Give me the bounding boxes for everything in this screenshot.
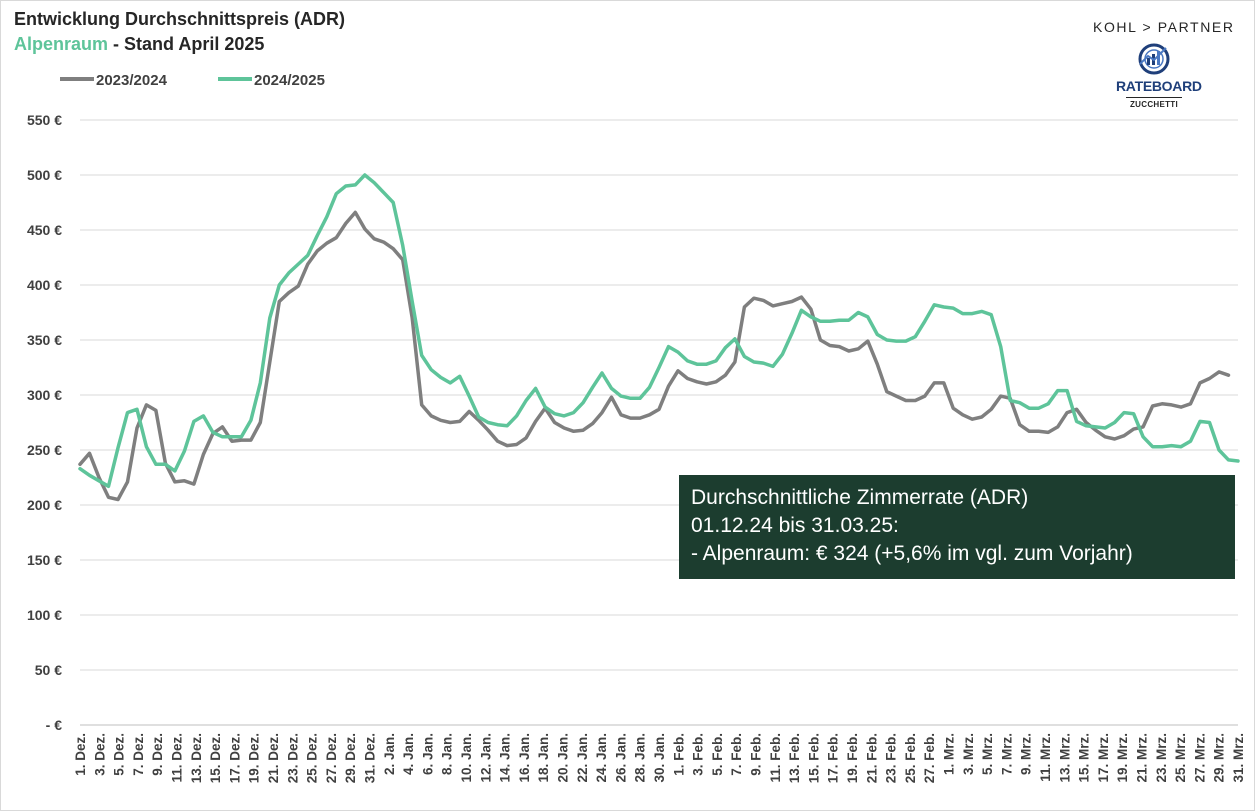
legend-item-2024: 2024/2025 <box>218 72 325 89</box>
x-tick-label: 15. Mrz. <box>1077 733 1092 783</box>
y-tick-label: 550 € <box>27 112 62 128</box>
x-tick-label: 2. Jan. <box>382 733 397 775</box>
x-tick-label: 29. Mrz. <box>1212 733 1227 783</box>
y-tick-label: - € <box>46 717 63 733</box>
x-tick-label: 1. Mrz. <box>942 733 957 775</box>
x-tick-label: 25. Mrz. <box>1173 733 1188 783</box>
x-tick-label: 4. Jan. <box>401 733 416 775</box>
annotation-line-2: 01.12.24 bis 31.03.25: <box>691 514 899 537</box>
x-tick-label: 19. Mrz. <box>1115 733 1130 783</box>
y-tick-label: 50 € <box>35 662 62 678</box>
x-tick-label: 3. Dez. <box>92 733 107 776</box>
legend-item-2023: 2023/2024 <box>60 72 167 89</box>
x-tick-label: 25. Feb. <box>903 733 918 783</box>
y-tick-label: 300 € <box>27 387 62 403</box>
x-tick-label: 27. Mrz. <box>1192 733 1207 783</box>
x-tick-label: 3. Feb. <box>691 733 706 776</box>
x-tick-label: 14. Jan. <box>498 733 513 783</box>
x-tick-label: 11. Feb. <box>768 733 783 783</box>
chart-title: Entwicklung Durchschnittspreis (ADR) <box>14 9 346 29</box>
x-tick-label: 23. Dez. <box>285 733 300 783</box>
x-tick-label: 27. Dez. <box>324 733 339 783</box>
x-tick-label: 19. Dez. <box>247 733 262 783</box>
x-tick-label: 10. Jan. <box>459 733 474 783</box>
x-tick-label: 27. Feb. <box>922 733 937 783</box>
x-tick-label: 7. Dez. <box>131 733 146 776</box>
x-tick-label: 28. Jan. <box>633 733 648 783</box>
x-tick-label: 29. Dez. <box>343 733 358 783</box>
y-tick-label: 500 € <box>27 167 62 183</box>
x-tick-label: 15. Feb. <box>806 733 821 783</box>
series-line-2024-2025 <box>78 173 1240 489</box>
y-tick-label: 450 € <box>27 222 62 238</box>
x-tick-label: 21. Feb. <box>864 733 879 783</box>
annotation-line-1: Durchschnittliche Zimmerrate (ADR) <box>691 486 1029 509</box>
legend-swatch-2023 <box>60 77 94 82</box>
x-tick-label: 15. Dez. <box>208 733 223 783</box>
y-tick-label: 150 € <box>27 552 62 568</box>
x-tick-label: 11. Mrz. <box>1038 733 1053 782</box>
x-tick-label: 18. Jan. <box>536 733 551 783</box>
x-tick-label: 23. Mrz. <box>1154 733 1169 783</box>
x-tick-label: 19. Feb. <box>845 733 860 783</box>
x-tick-label: 5. Dez. <box>112 733 127 776</box>
y-tick-label: 200 € <box>27 497 62 513</box>
x-tick-label: 11. Dez. <box>170 733 185 783</box>
x-tick-label: 12. Jan. <box>478 733 493 783</box>
x-tick-label: 23. Feb. <box>884 733 899 783</box>
y-tick-label: 400 € <box>27 277 62 293</box>
series-line-2023-2024 <box>78 210 1231 502</box>
annotation-line-3: - Alpenraum: € 324 (+5,6% im vgl. zum Vo… <box>691 542 1133 565</box>
y-tick-label: 250 € <box>27 442 62 458</box>
x-tick-label: 9. Feb. <box>749 733 764 776</box>
x-tick-label: 22. Jan. <box>575 733 590 783</box>
x-tick-label: 6. Jan. <box>420 733 435 775</box>
x-tick-label: 16. Jan. <box>517 733 532 783</box>
x-tick-label: 21. Dez. <box>266 733 281 783</box>
rateboard-logo: RATEBOARD ZUCCHETTI <box>1116 42 1202 112</box>
x-tick-label: 24. Jan. <box>594 733 609 783</box>
x-tick-label: 5. Feb. <box>710 733 725 776</box>
rateboard-wordmark: RATEBOARD <box>1116 78 1202 94</box>
x-tick-label: 21. Mrz. <box>1135 733 1150 783</box>
x-tick-label: 13. Dez. <box>189 733 204 783</box>
x-tick-label: 25. Dez. <box>305 733 320 783</box>
chart-subtitle: Alpenraum - Stand April 2025 <box>14 34 264 55</box>
subtitle-date: - Stand April 2025 <box>108 34 265 54</box>
x-tick-label: 3. Mrz. <box>961 733 976 775</box>
rateboard-emblem-icon <box>1138 43 1170 75</box>
x-tick-label: 17. Mrz. <box>1096 733 1111 783</box>
x-tick-label: 7. Feb. <box>729 733 744 776</box>
kohl-partner-logo: KOHL > PARTNER <box>1093 19 1235 35</box>
y-tick-label: 350 € <box>27 332 62 348</box>
x-tick-label: 5. Mrz. <box>980 733 995 775</box>
x-tick-label: 9. Dez. <box>150 733 165 776</box>
x-tick-label: 8. Jan. <box>440 733 455 775</box>
legend-swatch-2024 <box>218 77 252 82</box>
rateboard-subtext: ZUCCHETTI <box>1129 100 1179 109</box>
x-tick-label: 20. Jan. <box>556 733 571 783</box>
x-tick-label: 31. Dez. <box>363 733 378 783</box>
x-tick-label: 31. Mrz. <box>1231 733 1246 783</box>
x-tick-label: 17. Feb. <box>826 733 841 783</box>
rateboard-divider <box>1126 97 1182 98</box>
x-tick-label: 9. Mrz. <box>1019 733 1034 775</box>
adr-annotation-box: Durchschnittliche Zimmerrate (ADR) 01.12… <box>679 475 1235 579</box>
subtitle-region: Alpenraum <box>14 34 109 54</box>
x-tick-label: 13. Feb. <box>787 733 802 783</box>
x-tick-label: 30. Jan. <box>652 733 667 783</box>
y-tick-label: 100 € <box>27 607 62 623</box>
x-tick-label: 26. Jan. <box>613 733 628 783</box>
x-tick-label: 1. Feb. <box>671 733 686 776</box>
x-tick-label: 7. Mrz. <box>999 733 1014 775</box>
legend-label-2024: 2024/2025 <box>254 72 325 89</box>
x-tick-label: 1. Dez. <box>73 733 88 776</box>
x-tick-label: 17. Dez. <box>227 733 242 783</box>
x-tick-label: 13. Mrz. <box>1057 733 1072 783</box>
legend-label-2023: 2023/2024 <box>96 72 167 89</box>
